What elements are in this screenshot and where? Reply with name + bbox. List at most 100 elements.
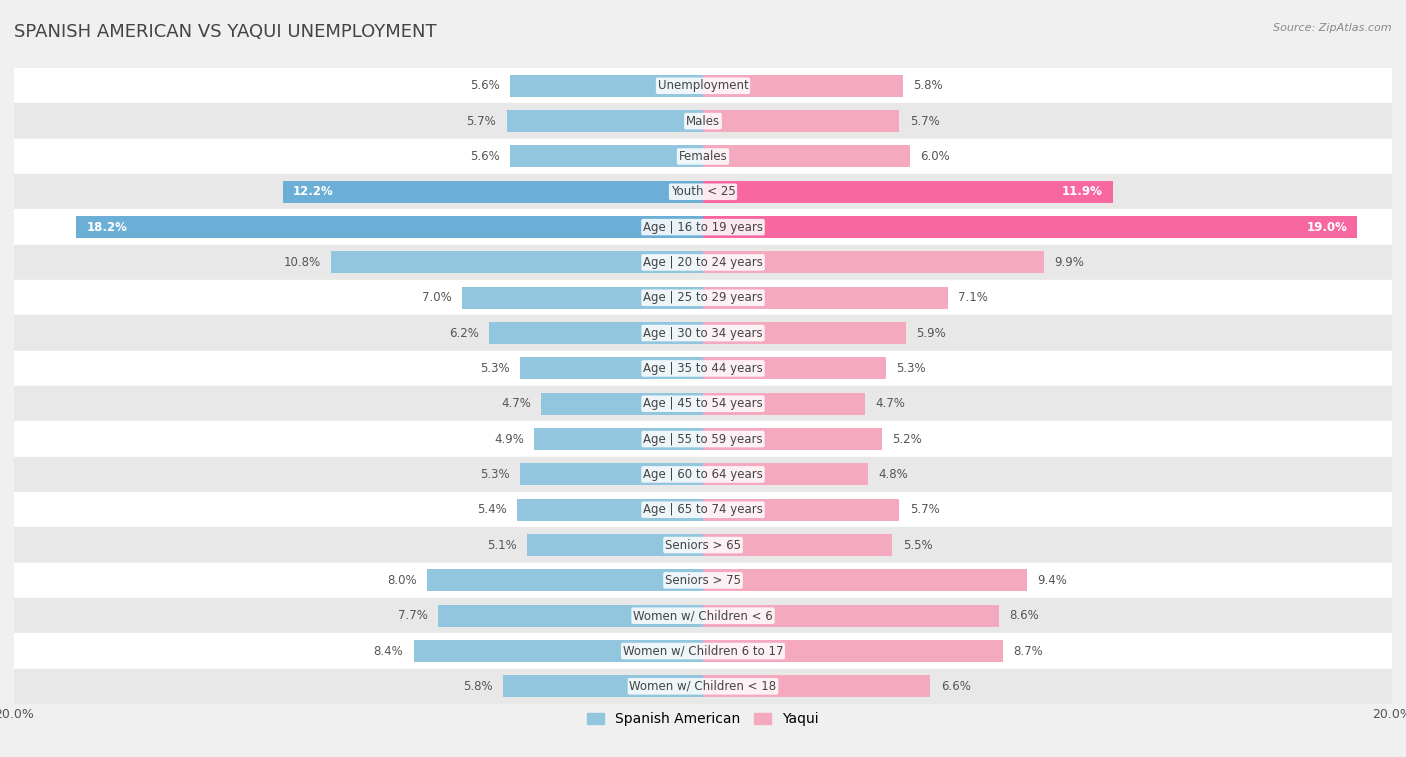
Bar (14, 245, 1392, 280)
Text: 5.7%: 5.7% (910, 503, 939, 516)
Bar (517, 499, 703, 521)
Bar (703, 181, 1114, 203)
Bar (427, 569, 703, 591)
Bar (14, 598, 1392, 634)
Text: 5.7%: 5.7% (910, 114, 939, 128)
Text: 11.9%: 11.9% (1062, 185, 1102, 198)
Text: 7.7%: 7.7% (398, 609, 427, 622)
Legend: Spanish American, Yaqui: Spanish American, Yaqui (582, 707, 824, 732)
Text: 8.4%: 8.4% (374, 644, 404, 658)
Text: 19.0%: 19.0% (1306, 220, 1347, 234)
Bar (520, 463, 703, 485)
Text: SPANISH AMERICAN VS YAQUI UNEMPLOYMENT: SPANISH AMERICAN VS YAQUI UNEMPLOYMENT (14, 23, 437, 41)
Text: 5.7%: 5.7% (467, 114, 496, 128)
Text: Age | 45 to 54 years: Age | 45 to 54 years (643, 397, 763, 410)
Text: Age | 30 to 34 years: Age | 30 to 34 years (643, 326, 763, 340)
Text: 5.6%: 5.6% (470, 150, 499, 163)
Text: 4.7%: 4.7% (501, 397, 531, 410)
Bar (14, 386, 1392, 422)
Bar (14, 68, 1392, 104)
Text: 5.8%: 5.8% (912, 79, 943, 92)
Text: 12.2%: 12.2% (292, 185, 333, 198)
Bar (703, 287, 948, 309)
Bar (703, 499, 900, 521)
Bar (534, 428, 703, 450)
Bar (520, 357, 703, 379)
Text: 9.9%: 9.9% (1054, 256, 1084, 269)
Text: 5.9%: 5.9% (917, 326, 946, 340)
Bar (330, 251, 703, 273)
Text: 9.4%: 9.4% (1038, 574, 1067, 587)
Text: Age | 35 to 44 years: Age | 35 to 44 years (643, 362, 763, 375)
Text: Seniors > 75: Seniors > 75 (665, 574, 741, 587)
Bar (14, 528, 1392, 562)
Text: 5.2%: 5.2% (893, 432, 922, 446)
Bar (76, 217, 703, 238)
Bar (703, 75, 903, 97)
Text: Age | 16 to 19 years: Age | 16 to 19 years (643, 220, 763, 234)
Bar (14, 668, 1392, 704)
Bar (503, 675, 703, 697)
Bar (14, 422, 1392, 456)
Text: Women w/ Children 6 to 17: Women w/ Children 6 to 17 (623, 644, 783, 658)
Text: 5.8%: 5.8% (463, 680, 494, 693)
Bar (14, 492, 1392, 528)
Bar (703, 393, 865, 415)
Bar (510, 145, 703, 167)
Text: Age | 25 to 29 years: Age | 25 to 29 years (643, 291, 763, 304)
Text: 4.9%: 4.9% (494, 432, 524, 446)
Bar (14, 562, 1392, 598)
Bar (703, 145, 910, 167)
Bar (283, 181, 703, 203)
Text: 7.1%: 7.1% (957, 291, 988, 304)
Bar (14, 104, 1392, 139)
Bar (510, 75, 703, 97)
Bar (14, 350, 1392, 386)
Bar (14, 139, 1392, 174)
Bar (14, 316, 1392, 350)
Bar (703, 569, 1026, 591)
Text: Age | 55 to 59 years: Age | 55 to 59 years (643, 432, 763, 446)
Text: Age | 60 to 64 years: Age | 60 to 64 years (643, 468, 763, 481)
Bar (14, 634, 1392, 668)
Bar (413, 640, 703, 662)
Text: 8.0%: 8.0% (388, 574, 418, 587)
Text: 6.0%: 6.0% (920, 150, 950, 163)
Bar (703, 640, 1002, 662)
Text: 6.2%: 6.2% (450, 326, 479, 340)
Bar (489, 322, 703, 344)
Text: Youth < 25: Youth < 25 (671, 185, 735, 198)
Bar (703, 217, 1358, 238)
Bar (703, 111, 900, 132)
Text: 5.3%: 5.3% (481, 468, 510, 481)
Text: 6.6%: 6.6% (941, 680, 970, 693)
Text: Source: ZipAtlas.com: Source: ZipAtlas.com (1274, 23, 1392, 33)
Bar (703, 534, 893, 556)
Bar (14, 456, 1392, 492)
Text: Females: Females (679, 150, 727, 163)
Text: Women w/ Children < 18: Women w/ Children < 18 (630, 680, 776, 693)
Text: 5.4%: 5.4% (477, 503, 506, 516)
Text: 5.1%: 5.1% (488, 538, 517, 552)
Text: 7.0%: 7.0% (422, 291, 451, 304)
Bar (14, 210, 1392, 245)
Bar (527, 534, 703, 556)
Bar (703, 322, 907, 344)
Bar (703, 357, 886, 379)
Text: 5.6%: 5.6% (470, 79, 499, 92)
Text: 10.8%: 10.8% (284, 256, 321, 269)
Text: 5.5%: 5.5% (903, 538, 932, 552)
Text: 18.2%: 18.2% (86, 220, 128, 234)
Bar (703, 251, 1045, 273)
Text: 8.6%: 8.6% (1010, 609, 1039, 622)
Bar (703, 428, 882, 450)
Bar (14, 280, 1392, 316)
Bar (703, 675, 931, 697)
Bar (703, 605, 1000, 627)
Bar (461, 287, 703, 309)
Text: 5.3%: 5.3% (481, 362, 510, 375)
Bar (506, 111, 703, 132)
Bar (437, 605, 703, 627)
Text: Age | 20 to 24 years: Age | 20 to 24 years (643, 256, 763, 269)
Text: 4.7%: 4.7% (875, 397, 905, 410)
